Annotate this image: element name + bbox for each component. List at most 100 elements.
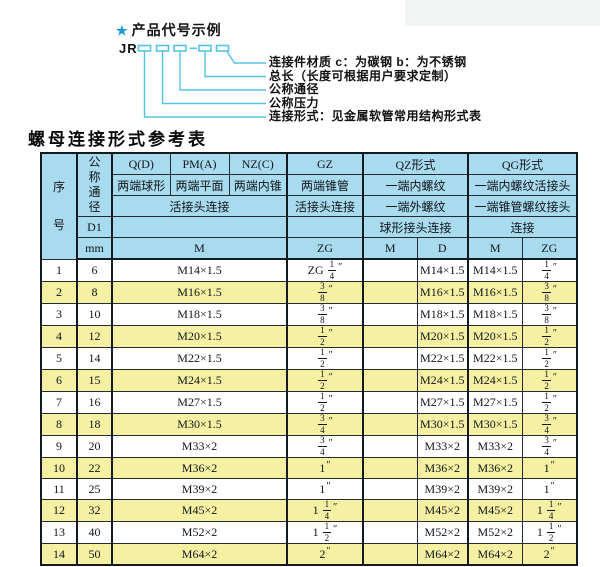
table-row: 4 12 M20×1.5 1 2 ″ M20×1.5 M20×1.5 1 2 ″ — [40, 325, 578, 348]
cell-seq: 14 — [40, 543, 78, 566]
table-row: 6 15 M24×1.5 1 2 ″ M24×1.5 M24×1.5 1 2 ″ — [40, 369, 578, 392]
header-sub-qz-m: M — [362, 237, 418, 260]
table-title: 螺母连接形式参考表 — [28, 130, 208, 150]
cell-dn: 22 — [76, 457, 113, 479]
cell-qg-m: M14×1.5 — [467, 258, 523, 282]
header-sub-m: M — [111, 237, 288, 260]
cell-m: M52×2 — [111, 521, 288, 544]
header-d1: D1 — [76, 216, 113, 238]
cell-qg-m: M39×2 — [467, 478, 523, 500]
code-lines-svg — [137, 44, 266, 118]
cell-qz-d: M24×1.5 — [416, 369, 469, 392]
code-box-4 — [198, 44, 212, 52]
cell-dn: 14 — [76, 347, 113, 370]
table-row: 7 16 M27×1.5 1 2 ″ M27×1.5 M27×1.5 1 2 ″ — [40, 391, 578, 414]
cell-m: M39×2 — [111, 478, 288, 500]
cell-m: M16×1.5 — [111, 281, 288, 304]
cell-gz: 3 4 ″ — [286, 435, 364, 458]
leader-line-2 — [161, 51, 266, 105]
cell-qz-m — [362, 521, 418, 544]
table-body: 1 6 M14×1.5 ZG 1 4 ″ M14×1.5 M14×1.5 1 4 ″ 2 8 M16×1.… — [40, 258, 578, 566]
cell-qz-d: M18×1.5 — [416, 303, 469, 326]
cell-qz-d: M39×2 — [416, 478, 469, 500]
cell-gz: ZG 1 4 ″ — [286, 258, 364, 282]
cell-m: M27×1.5 — [111, 391, 288, 414]
cell-seq: 5 — [40, 347, 78, 370]
cell-m: M14×1.5 — [111, 258, 288, 282]
code-box-2 — [155, 44, 170, 52]
cell-qz-d: M27×1.5 — [416, 391, 469, 414]
cell-qz-m — [362, 347, 418, 370]
cell-m: M33×2 — [111, 435, 288, 458]
header-sub-qg-m: M — [467, 237, 523, 260]
cell-qz-m — [362, 391, 418, 414]
cell-qg-zg: 3 8 ″ — [521, 281, 578, 304]
header-row-5: mm M ZG M D M ZG — [41, 237, 578, 260]
header-row-1: 序号 公称通径 Q(D) PM(A) NZ(C) GZ QZ形式 QG形式 — [40, 152, 578, 260]
cell-dn: 10 — [76, 303, 113, 326]
cell-dn: 6 — [76, 258, 113, 282]
header-row-3: 活接头连接 活接头连接 一端外螺纹 一端锥管螺纹接头 — [41, 195, 578, 217]
table-row: 14 50 M64×2 2″ M64×2 M64×2 2″ — [40, 543, 578, 566]
cell-qg-zg: 1 1 4 ″ — [521, 499, 578, 522]
table-row: 9 20 M33×2 3 4 ″ M33×2 M33×2 3 4 ″ — [40, 435, 578, 458]
cell-qz-d: M16×1.5 — [416, 281, 469, 304]
cell-seq: 3 — [40, 303, 78, 326]
cell-gz: 1 1 2 ″ — [286, 521, 364, 544]
leader-line-3 — [179, 51, 266, 91]
header-ends-qd: 两端球形 — [111, 174, 171, 196]
table-row: 11 25 M39×2 1″ M39×2 M39×2 1″ — [40, 478, 578, 500]
star-icon: ★ — [116, 23, 129, 38]
header-unit: mm — [76, 237, 113, 260]
cell-qg-m: M33×2 — [467, 435, 523, 458]
cell-qz-m — [362, 543, 418, 566]
table-row: 10 22 M36×2 1″ M36×2 M36×2 1″ — [40, 457, 578, 479]
cell-qg-m: M24×1.5 — [467, 369, 523, 392]
cell-qz-d: M30×1.5 — [416, 413, 469, 436]
leader-line-5 — [226, 51, 266, 64]
cell-gz: 2″ — [286, 543, 364, 566]
cell-gz: 1 2 ″ — [286, 325, 364, 348]
cell-gz: 1 2 ″ — [286, 369, 364, 392]
cell-qz-d: M52×2 — [416, 521, 469, 544]
cell-seq: 2 — [40, 281, 78, 304]
cell-m: M30×1.5 — [111, 413, 288, 436]
cell-gz: 1″ — [286, 457, 364, 479]
header-blank-gz — [286, 216, 364, 238]
cell-m: M36×2 — [111, 457, 288, 479]
header-conn-gz: 活接头连接 — [286, 195, 364, 217]
code-label-diameter: 公称通径 — [269, 82, 320, 96]
cell-qz-d: M33×2 — [416, 435, 469, 458]
cell-seq: 9 — [40, 435, 78, 458]
code-box-3 — [173, 44, 187, 52]
cell-qg-m: M36×2 — [467, 457, 523, 479]
cell-qg-m: M64×2 — [467, 543, 523, 566]
cell-qg-m: M16×1.5 — [467, 281, 523, 304]
cell-qg-zg: 3 8 ″ — [521, 303, 578, 326]
cell-qz-m — [362, 281, 418, 304]
header-conn: 连接 — [467, 216, 578, 238]
header-sub-zg: ZG — [286, 237, 364, 260]
cell-seq: 12 — [40, 499, 78, 522]
cell-gz: 3 8 ″ — [286, 303, 364, 326]
cell-seq: 8 — [40, 413, 78, 436]
cell-qg-m: M30×1.5 — [467, 413, 523, 436]
cell-qg-m: M27×1.5 — [467, 391, 523, 414]
cell-qg-zg: 1 2 ″ — [521, 325, 578, 348]
cell-qz-m — [362, 478, 418, 500]
cell-qz-d: M36×2 — [416, 457, 469, 479]
cell-dn: 32 — [76, 499, 113, 522]
cell-qg-zg: 1 2 ″ — [521, 347, 578, 370]
cell-qg-zg: 1 1 2 ″ — [521, 521, 578, 544]
cell-qg-zg: 1″ — [521, 478, 578, 500]
cell-qz-d: M45×2 — [416, 499, 469, 522]
cell-qg-zg: 2″ — [521, 543, 578, 566]
header-group-pma: PM(A) — [169, 152, 230, 175]
cell-dn: 15 — [76, 369, 113, 392]
cell-seq: 6 — [40, 369, 78, 392]
cell-dn: 40 — [76, 521, 113, 544]
cell-qg-m: M18×1.5 — [467, 303, 523, 326]
header-ends-qg: 一端内螺纹活接头 — [467, 174, 578, 196]
code-box-5 — [215, 44, 230, 52]
cell-qz-d: M14×1.5 — [416, 258, 469, 282]
